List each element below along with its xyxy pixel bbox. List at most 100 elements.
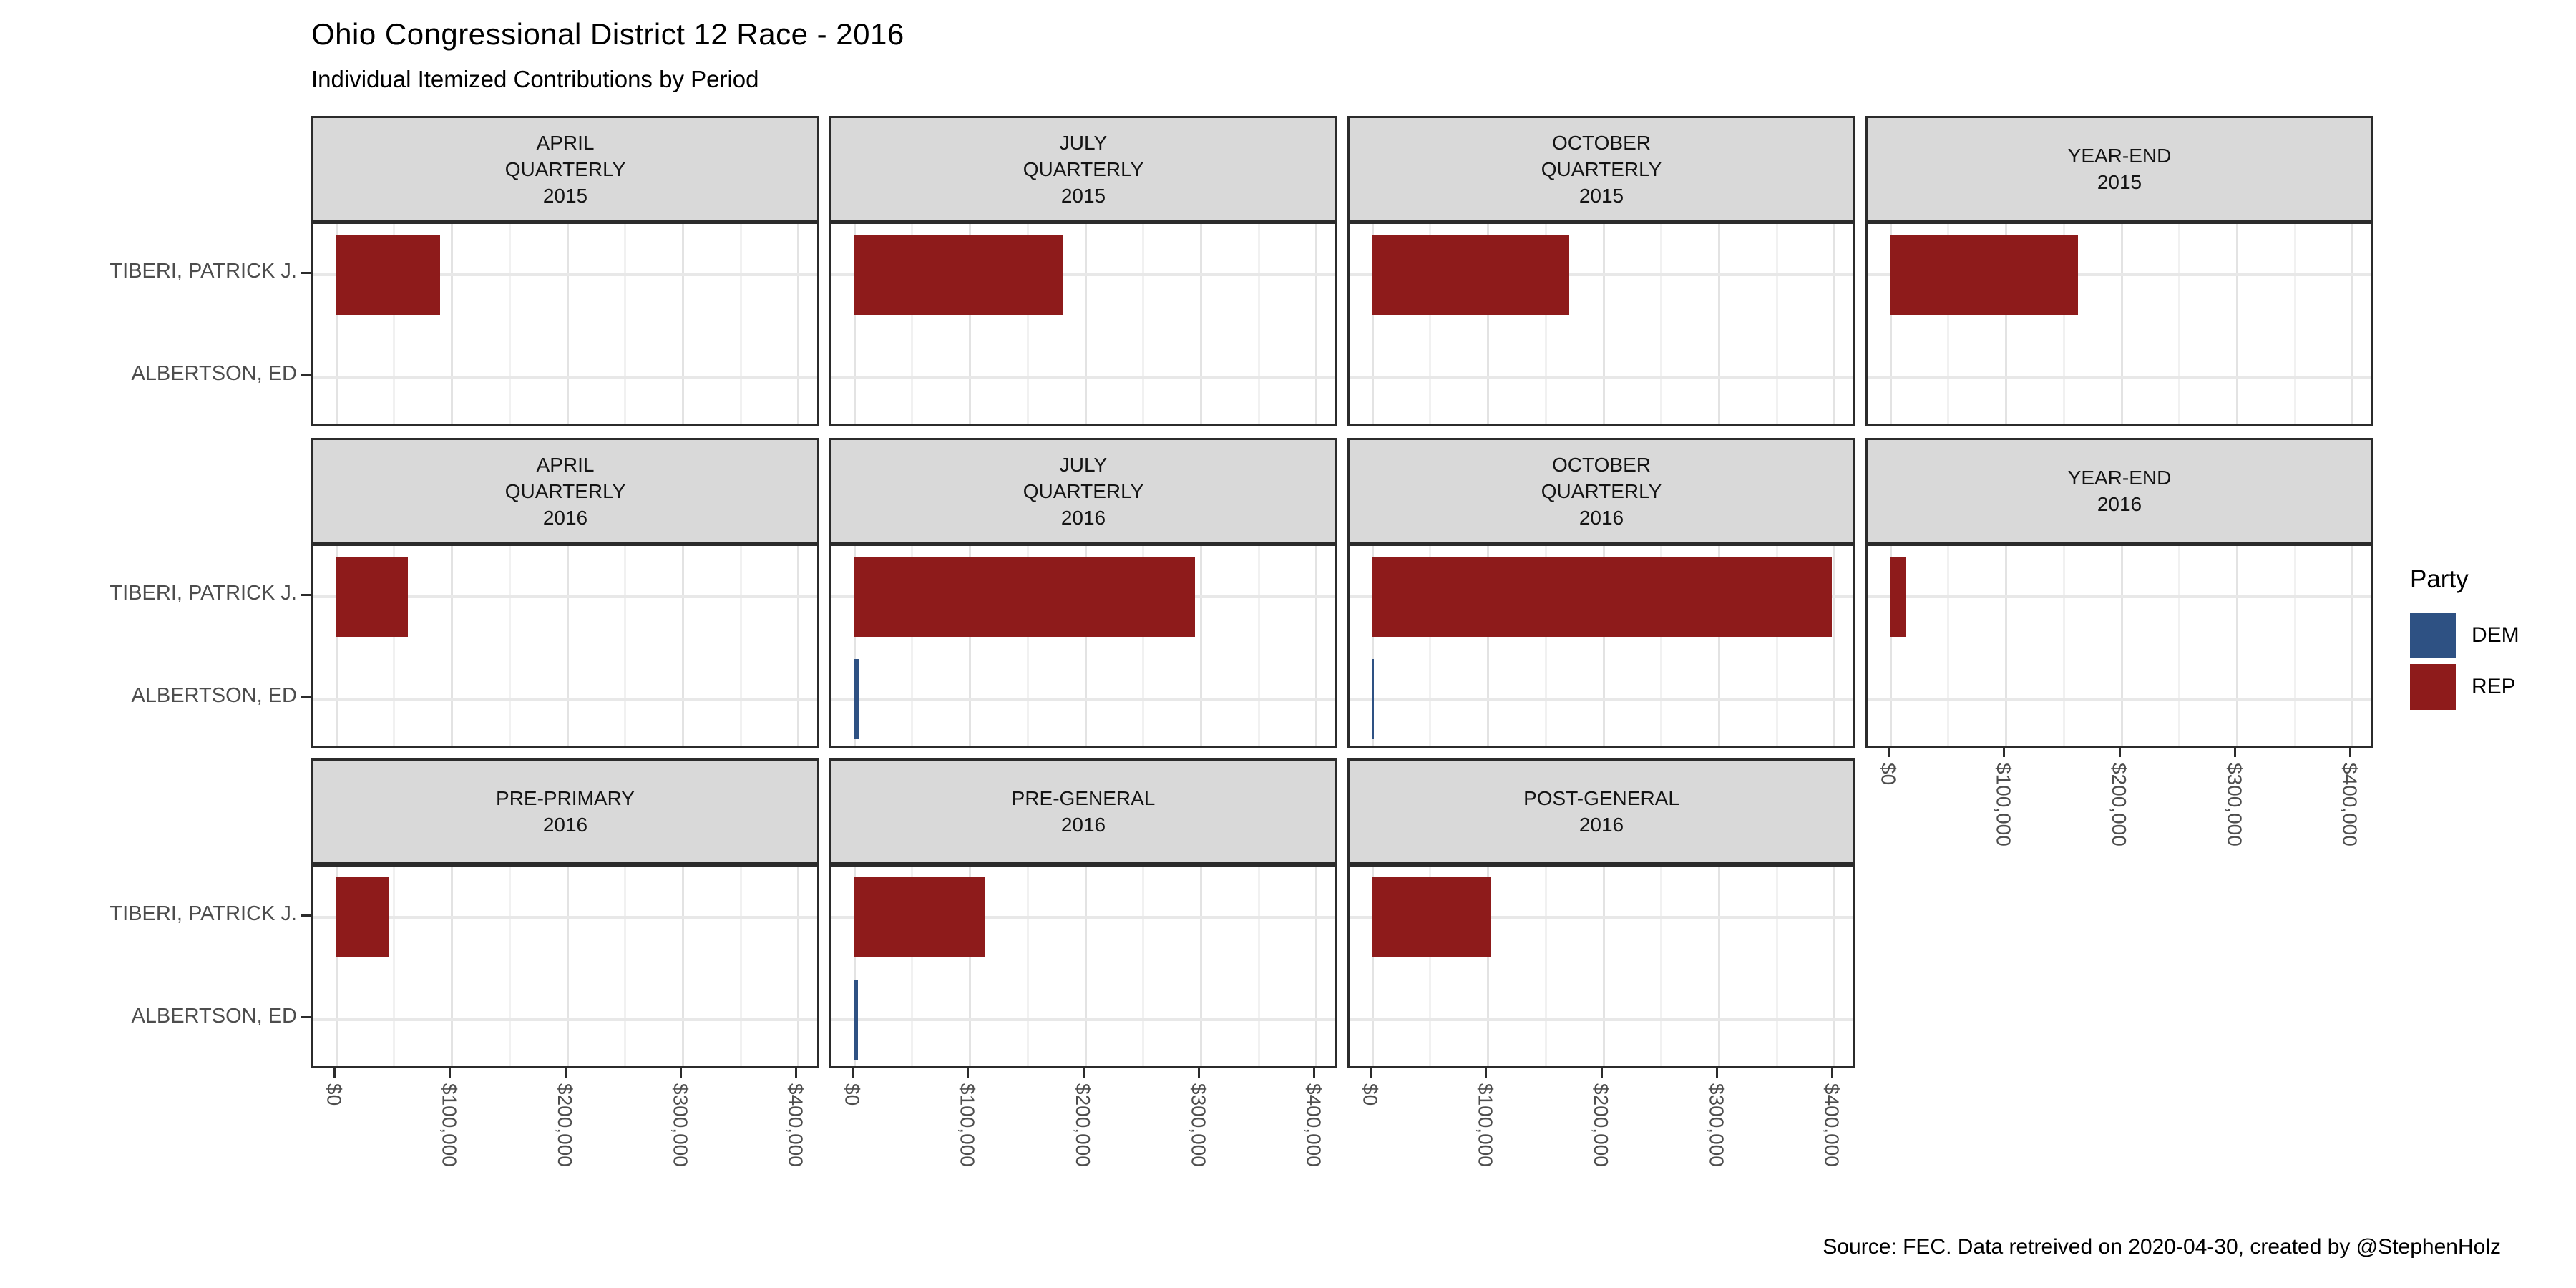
gridline-horizontal <box>831 273 1335 277</box>
gridline-horizontal <box>1868 595 2371 599</box>
source-caption: Source: FEC. Data retreived on 2020-04-3… <box>1823 1235 2501 1259</box>
x-axis-tick-label: $400,000 <box>2338 763 2361 847</box>
gridline-vertical <box>1660 224 1663 424</box>
gridline-vertical <box>911 224 914 424</box>
facet-panel <box>1347 222 1855 426</box>
y-axis-tick <box>301 914 311 917</box>
facet-strip-label: YEAR-END <box>2067 145 2172 167</box>
facet-panel <box>1865 544 2373 748</box>
x-axis-tick <box>333 1068 336 1078</box>
facet-strip-label: OCTOBER <box>1552 131 1651 154</box>
gridline-vertical <box>2120 546 2123 746</box>
contribution-bar <box>854 877 985 958</box>
gridline-vertical <box>335 546 338 746</box>
gridline-vertical <box>624 546 627 746</box>
x-axis-tick <box>1313 1068 1316 1078</box>
y-axis-tick <box>301 374 311 376</box>
facet-strip-label: PRE-GENERAL <box>1011 787 1156 809</box>
y-axis-candidate-label: ALBERTSON, ED <box>131 361 297 385</box>
gridline-vertical <box>1371 546 1374 746</box>
gridline-vertical <box>451 546 454 746</box>
facet-strip: APRIL QUARTERLY 2015 <box>311 116 819 222</box>
gridline-vertical <box>1026 867 1029 1066</box>
gridline-vertical <box>1602 546 1605 746</box>
facet-strip-label: QUARTERLY <box>504 479 626 502</box>
x-axis-tick <box>1485 1068 1488 1078</box>
x-axis-tick-label: $200,000 <box>1590 1083 1612 1167</box>
gridline-horizontal <box>313 375 817 379</box>
x-axis-tick-label: $0 <box>1877 763 1900 786</box>
gridline-vertical <box>2005 546 2008 746</box>
gridline-vertical <box>1257 867 1260 1066</box>
gridline-vertical <box>1199 546 1202 746</box>
gridline-vertical <box>451 224 454 424</box>
gridline-vertical <box>1084 546 1087 746</box>
gridline-vertical <box>1947 546 1950 746</box>
facet-strip-label: 2015 <box>2097 171 2142 193</box>
gridline-vertical <box>2293 224 2296 424</box>
x-axis-tick <box>851 1068 854 1078</box>
gridline-vertical <box>2178 546 2181 746</box>
gridline-vertical <box>1602 867 1605 1066</box>
gridline-vertical <box>2293 546 2296 746</box>
facet-strip-label: QUARTERLY <box>1541 479 1662 502</box>
gridline-vertical <box>1199 224 1202 424</box>
x-axis-tick-label: $300,000 <box>2223 763 2246 847</box>
contribution-bar <box>1372 877 1491 958</box>
x-axis-tick <box>795 1068 798 1078</box>
gridline-vertical <box>2005 224 2008 424</box>
gridline-vertical <box>1257 224 1260 424</box>
contribution-bar <box>336 877 389 958</box>
facet-panel <box>829 864 1337 1068</box>
facet-strip-label: YEAR-END <box>2067 467 2172 489</box>
gridline-vertical <box>2120 224 2123 424</box>
gridline-vertical <box>1660 867 1663 1066</box>
gridline-vertical <box>1487 546 1490 746</box>
gridline-vertical <box>1775 224 1778 424</box>
gridline-horizontal <box>1868 273 2371 277</box>
x-axis-tick-label: $0 <box>841 1083 864 1106</box>
gridline-vertical <box>1487 867 1490 1066</box>
gridline-vertical <box>1142 546 1145 746</box>
y-axis-tick <box>301 593 311 596</box>
facet-strip: JULY QUARTERLY 2015 <box>829 116 1337 222</box>
gridline-horizontal <box>1350 697 1853 701</box>
facet-panel <box>1347 544 1855 748</box>
x-axis-tick-label: $400,000 <box>1820 1083 1843 1167</box>
gridline-vertical <box>1026 224 1029 424</box>
facet-panel <box>1865 222 2373 426</box>
gridline-vertical <box>911 546 914 746</box>
facet-strip-label: APRIL <box>536 453 595 476</box>
gridline-vertical <box>681 546 684 746</box>
contribution-bar <box>854 235 1063 316</box>
facet-strip-label: PRE-PRIMARY <box>496 787 635 809</box>
gridline-vertical <box>1775 546 1778 746</box>
facet-strip: YEAR-END 2015 <box>1865 116 2373 222</box>
gridline-vertical <box>853 224 856 424</box>
gridline-vertical <box>2235 224 2238 424</box>
gridline-vertical <box>853 546 856 746</box>
facet-panel <box>311 544 819 748</box>
x-axis-tick-label: $100,000 <box>1474 1083 1497 1167</box>
contribution-bar <box>1372 557 1833 638</box>
gridline-vertical <box>853 867 856 1066</box>
x-axis-tick <box>1715 1068 1718 1078</box>
facet-strip: PRE-GENERAL 2016 <box>829 758 1337 864</box>
facet-strip: APRIL QUARTERLY 2016 <box>311 438 819 544</box>
gridline-vertical <box>2351 546 2354 746</box>
x-axis-tick-label: $0 <box>1359 1083 1382 1106</box>
gridline-vertical <box>1199 867 1202 1066</box>
y-axis-candidate-label: TIBERI, PATRICK J. <box>109 260 297 283</box>
x-axis-tick-label: $200,000 <box>554 1083 576 1167</box>
contribution-bar <box>854 557 1196 638</box>
gridline-vertical <box>1429 867 1432 1066</box>
x-axis-tick <box>449 1068 452 1078</box>
x-axis-tick <box>1082 1068 1085 1078</box>
gridline-vertical <box>1315 546 1318 746</box>
facet-panel <box>829 544 1337 748</box>
gridline-vertical <box>1371 224 1374 424</box>
gridline-vertical <box>1717 224 1720 424</box>
facet-strip-label: 2016 <box>1060 506 1106 529</box>
x-axis-tick-label: $100,000 <box>438 1083 461 1167</box>
x-axis-tick-label: $300,000 <box>1187 1083 1210 1167</box>
